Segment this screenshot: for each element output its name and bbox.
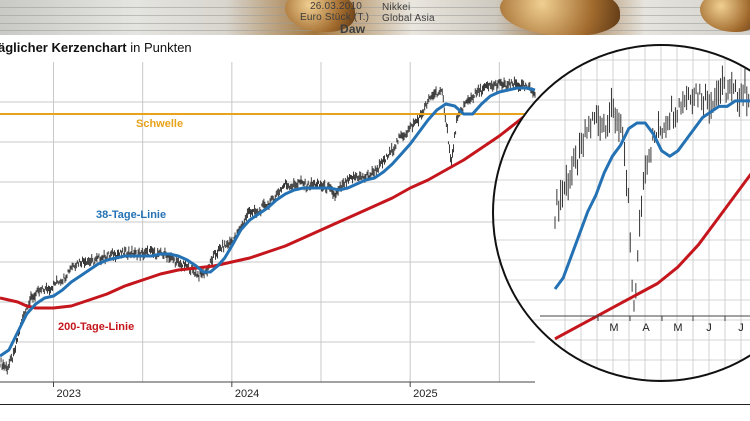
bottom-rule <box>0 404 750 405</box>
inset-x-tick-label: A <box>642 322 650 334</box>
ma200-label: 200-Tage-Linie <box>58 321 134 333</box>
chart-subtitle: äglicher Kerzenchart in Punkten <box>0 40 192 55</box>
inset-x-tick-label: J <box>706 322 712 334</box>
inset-ma200-line <box>554 160 750 341</box>
subtitle-unit: in Punkten <box>126 40 192 55</box>
main-chart: 2023 2024 2025 Schwelle 38-Tage-Linie 200-Tag… <box>0 62 536 400</box>
ma38-line <box>0 86 536 358</box>
inset-x-tick-label: M <box>609 322 618 334</box>
threshold-label: Schwelle <box>136 118 183 130</box>
ma200-line <box>0 106 536 310</box>
inset-x-tick-label: M <box>673 322 682 334</box>
inset-x-tick-label: J <box>738 322 744 334</box>
photo-text: 26.03.2010 <box>310 1 363 12</box>
subtitle-bold: äglicher Kerzenchart <box>0 40 127 55</box>
x-tick-label: 2023 <box>57 388 81 400</box>
price-candles <box>554 65 750 312</box>
photo-text: Daw <box>340 22 366 35</box>
photo-text: Euro Stück (T.) <box>300 12 370 23</box>
header-photo: 26.03.2010 Euro Stück (T.) Nikkei Global… <box>0 0 750 35</box>
photo-text: Global Asia <box>382 13 435 24</box>
inset-ma38-line <box>553 99 750 290</box>
x-tick-label: 2025 <box>413 388 437 400</box>
magnifier-ring <box>492 44 750 382</box>
ma38-label: 38-Tage-Linie <box>96 209 166 221</box>
x-tick-label: 2024 <box>235 388 259 400</box>
photo-text: Nikkei <box>382 2 411 13</box>
